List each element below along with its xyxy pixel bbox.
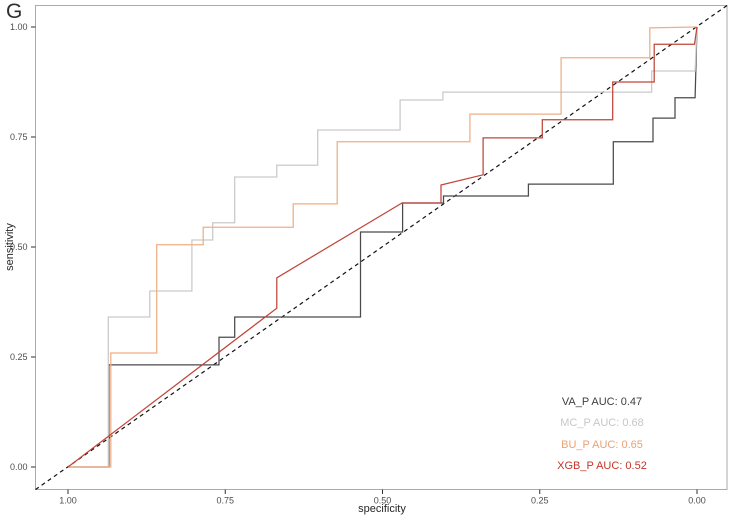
legend: VA_P AUC: 0.47 MC_P AUC: 0.68 BU_P AUC: 0.… bbox=[522, 392, 682, 477]
roc-curve-va_p bbox=[68, 26, 698, 468]
legend-item-mc_p: MC_P AUC: 0.68 bbox=[560, 417, 644, 430]
x-tick-label: 0.00 bbox=[688, 496, 706, 506]
panel-label: G bbox=[6, 0, 23, 23]
chance-diagonal-layer bbox=[35, 5, 728, 490]
roc-curves-layer bbox=[67, 26, 698, 468]
chance-diagonal-line bbox=[35, 5, 728, 490]
roc-curve-xgb_p bbox=[67, 26, 698, 468]
x-axis-title: specificity bbox=[358, 503, 406, 515]
y-axis-title: sensitivity bbox=[4, 223, 16, 271]
legend-item-va_p: VA_P AUC: 0.47 bbox=[561, 396, 643, 408]
roc-curve-bu_p bbox=[68, 26, 698, 468]
x-tick-label: 1.00 bbox=[59, 496, 77, 506]
legend-item-xgb_p: XGB_P AUC: 0.52 bbox=[557, 459, 647, 472]
x-tick-label: 0.75 bbox=[216, 496, 234, 506]
roc-curve-mc_p bbox=[68, 26, 698, 468]
y-tick-label: 0.25 bbox=[10, 352, 28, 362]
x-tick-label: 0.25 bbox=[531, 496, 549, 506]
x-tick-label: 0.50 bbox=[374, 496, 392, 506]
y-tick-label: 0.50 bbox=[10, 242, 28, 252]
y-tick-label: 0.75 bbox=[10, 132, 28, 142]
axes-layer: 1.00 0.75 0.50 0.25 0.00 0.00 0.25 0.50 0.75 1.00 bbox=[10, 22, 706, 506]
y-tick-label: 1.00 bbox=[10, 22, 28, 32]
legend-item-bu_p: BU_P AUC: 0.65 bbox=[561, 438, 643, 451]
y-tick-label: 0.00 bbox=[10, 462, 28, 472]
